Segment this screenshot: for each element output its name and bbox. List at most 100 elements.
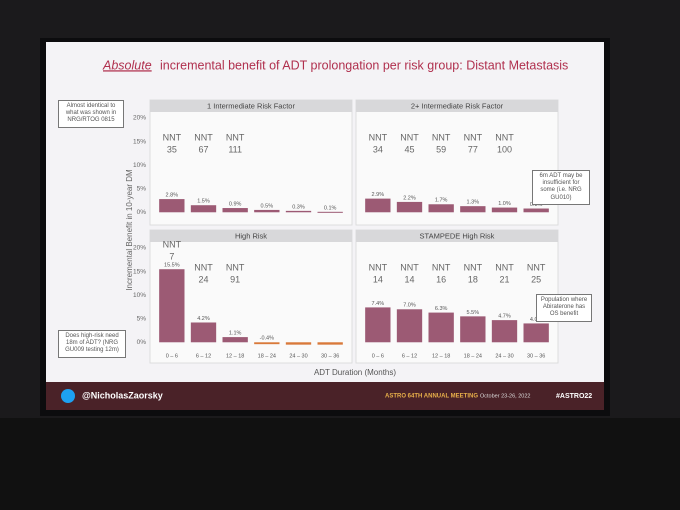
nnt-label: NNT (369, 132, 388, 142)
bar (491, 320, 518, 343)
value-label: 0.1% (324, 205, 337, 211)
y-tick-label: 20% (133, 115, 146, 122)
panel-header (356, 230, 558, 242)
bar (428, 312, 454, 343)
bar (222, 337, 248, 343)
bar (396, 309, 423, 343)
x-tick-label: 24 – 30 (495, 353, 513, 359)
bar (285, 210, 312, 213)
nnt-value: 111 (228, 144, 242, 154)
nnt-label: NNT (495, 132, 514, 142)
y-tick-label: 20% (133, 245, 146, 252)
annotation: Does high-risk need 18m of ADT? (NRG GU0… (58, 330, 126, 358)
title: incremental benefit of ADT prolongation … (160, 58, 568, 72)
nnt-value: 34 (373, 144, 383, 154)
value-label: 0.3% (292, 204, 305, 210)
bar (317, 342, 343, 345)
x-tick-label: 6 – 12 (196, 353, 211, 359)
nnt-label: NNT (163, 132, 182, 142)
value-label: 7.4% (372, 301, 385, 307)
twitter-icon (61, 389, 75, 403)
nnt-label: NNT (400, 262, 419, 272)
y-tick-label: 10% (133, 162, 146, 169)
value-label: 4.7% (498, 314, 511, 320)
bar (222, 208, 248, 213)
nnt-label: NNT (369, 262, 388, 272)
x-tick-label: 18 – 24 (464, 353, 482, 359)
value-label: 1.1% (229, 331, 242, 337)
panel-title: STAMPEDE High Risk (420, 231, 495, 240)
bar (491, 207, 518, 213)
x-tick-label: 24 – 30 (289, 353, 307, 359)
bar (159, 269, 185, 343)
bar (254, 209, 280, 213)
nnt-value: 100 (497, 144, 512, 154)
y-tick-label: 5% (137, 185, 147, 192)
nnt-label: NNT (495, 262, 514, 272)
panel-title: 2+ Intermediate Risk Factor (411, 101, 504, 110)
y-tick-label: 5% (137, 315, 147, 322)
nnt-label: NNT (226, 132, 245, 142)
bar (460, 206, 486, 213)
y-tick-label: 10% (133, 292, 146, 299)
nnt-value: 67 (198, 144, 208, 154)
panel (355, 229, 559, 364)
value-label: 1.5% (197, 199, 210, 205)
nnt-value: 21 (499, 274, 509, 284)
nnt-value: 7 (169, 252, 174, 262)
value-label: 1.0% (498, 201, 511, 207)
nnt-label: NNT (432, 262, 451, 272)
value-label: 5.5% (467, 310, 480, 316)
bar (365, 307, 391, 343)
bar (190, 322, 217, 343)
footer-hashtag: #ASTRO22 (556, 393, 592, 400)
value-label: 7.0% (403, 303, 416, 309)
x-tick-label: 0 – 6 (166, 353, 178, 359)
nnt-value: 35 (167, 144, 177, 154)
nnt-label: NNT (527, 262, 546, 272)
value-label: 2.8% (166, 193, 179, 199)
panel-header (150, 230, 352, 242)
bar (317, 211, 343, 213)
nnt-value: 77 (468, 144, 478, 154)
y-tick-label: 15% (133, 138, 146, 145)
bar (523, 323, 549, 343)
nnt-label: NNT (163, 240, 182, 250)
bar (190, 205, 217, 213)
bar (254, 342, 280, 345)
y-axis-label: Incremental Benefit in 10-year DM (125, 169, 134, 291)
value-label: 4.2% (197, 316, 210, 322)
nnt-value: 14 (404, 274, 414, 284)
nnt-label: NNT (226, 262, 245, 272)
y-tick-label: 0% (137, 339, 147, 346)
value-label: 6.3% (435, 306, 448, 312)
value-label: 0.9% (229, 201, 242, 207)
panel-header (356, 100, 558, 112)
value-label: 1.3% (467, 200, 480, 206)
footer-meeting: ASTRO 64TH ANNUAL MEETING (385, 394, 478, 400)
footer-dates: October 23-26, 2022 (480, 393, 530, 399)
x-tick-label: 18 – 24 (258, 353, 276, 359)
stage (0, 418, 680, 510)
panel-title: 1 Intermediate Risk Factor (207, 101, 295, 110)
bar (396, 201, 423, 213)
footer-handle: @NicholasZaorsky (82, 390, 163, 400)
value-label: 1.7% (435, 198, 448, 204)
x-tick-label: 12 – 18 (226, 353, 244, 359)
nnt-value: 25 (531, 274, 541, 284)
bar (285, 342, 312, 345)
panel-title: High Risk (235, 231, 267, 240)
nnt-value: 14 (373, 274, 383, 284)
y-tick-label: 0% (137, 209, 147, 216)
y-tick-label: 15% (133, 268, 146, 275)
nnt-label: NNT (194, 132, 213, 142)
nnt-value: 16 (436, 274, 446, 284)
annotation: 6m ADT may be insufficient for some (i.e… (532, 170, 590, 205)
value-label: 2.9% (372, 192, 385, 198)
value-label: 2.2% (403, 195, 416, 201)
nnt-label: NNT (464, 262, 483, 272)
nnt-label: NNT (400, 132, 419, 142)
bar (523, 208, 549, 213)
